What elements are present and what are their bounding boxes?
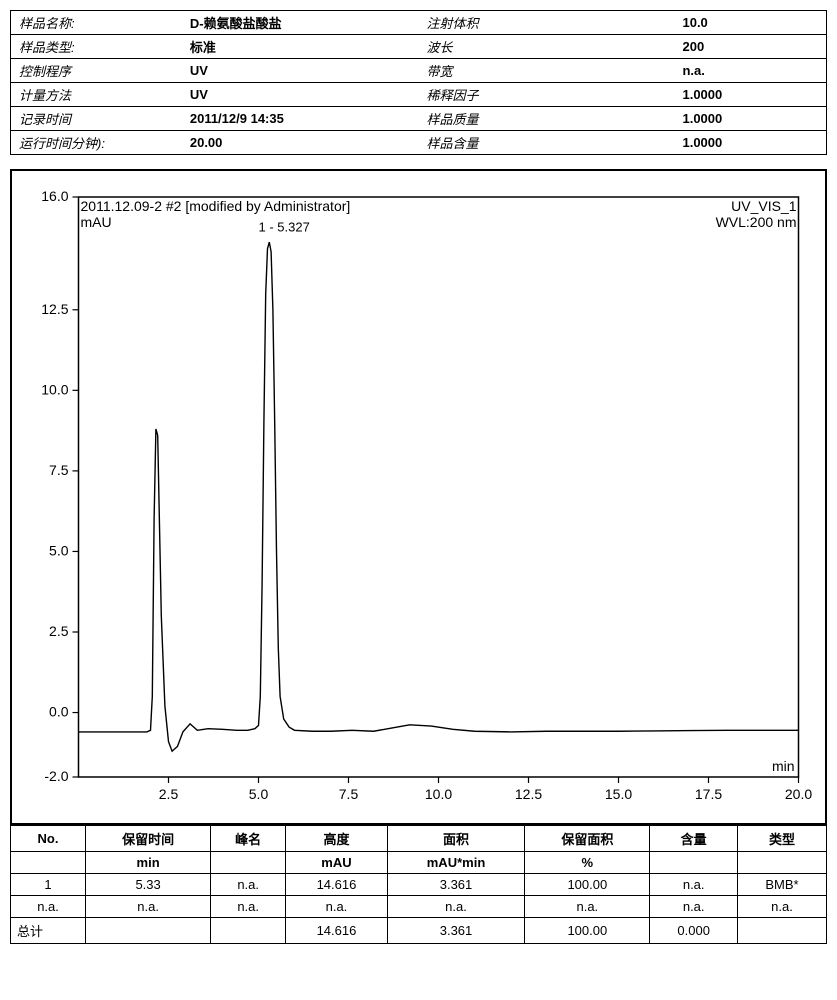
info-label: 稀释因子 xyxy=(418,83,622,107)
peaks-cell: n.a. xyxy=(211,896,286,918)
peaks-cell: BMB* xyxy=(738,874,827,896)
peaks-header: 高度 xyxy=(286,826,388,852)
peaks-total-cell xyxy=(211,918,286,944)
info-label: 样品含量 xyxy=(418,131,622,155)
wvl-label: WVL:200 nm xyxy=(716,214,797,230)
peaks-header: 保留面积 xyxy=(525,826,650,852)
info-value: n.a. xyxy=(622,59,826,83)
info-label: 样品名称: xyxy=(11,11,182,35)
peaks-cell: n.a. xyxy=(525,896,650,918)
info-value: D-赖氨酸盐酸盐 xyxy=(182,11,419,35)
info-label: 样品类型: xyxy=(11,35,182,59)
peaks-cell: 1 xyxy=(11,874,86,896)
peaks-total-cell xyxy=(738,918,827,944)
info-label: 波长 xyxy=(418,35,622,59)
info-label: 带宽 xyxy=(418,59,622,83)
chromatogram-trace xyxy=(79,242,799,751)
chart-title-right: UV_VIS_1 xyxy=(731,198,797,214)
info-value: UV xyxy=(182,83,419,107)
y-unit-label: mAU xyxy=(81,214,112,230)
peaks-header: 类型 xyxy=(738,826,827,852)
peaks-cell: 5.33 xyxy=(86,874,211,896)
info-label: 样品质量 xyxy=(418,107,622,131)
peaks-header: 面积 xyxy=(387,826,525,852)
peaks-cell: n.a. xyxy=(650,896,738,918)
peak-label: 1 - 5.327 xyxy=(259,220,310,235)
peaks-cell: n.a. xyxy=(86,896,211,918)
peaks-total-label: 总计 xyxy=(11,918,86,944)
x-tick-label: 5.0 xyxy=(249,786,269,802)
info-label: 记录时间 xyxy=(11,107,182,131)
info-value: 20.00 xyxy=(182,131,419,155)
peaks-cell: 100.00 xyxy=(525,874,650,896)
peaks-subheader xyxy=(11,852,86,874)
y-tick-label: 5.0 xyxy=(49,542,69,558)
peaks-subheader xyxy=(650,852,738,874)
info-value: 1.0000 xyxy=(622,107,826,131)
info-value: 200 xyxy=(622,35,826,59)
x-tick-label: 7.5 xyxy=(339,786,359,802)
info-value: 标准 xyxy=(182,35,419,59)
x-unit-label: min xyxy=(772,758,795,774)
x-tick-label: 20.0 xyxy=(785,786,812,802)
peaks-total-cell: 14.616 xyxy=(286,918,388,944)
peaks-cell: 14.616 xyxy=(286,874,388,896)
info-label: 运行时间分钟): xyxy=(11,131,182,155)
y-tick-label: 10.0 xyxy=(41,381,68,397)
peaks-subheader xyxy=(738,852,827,874)
y-tick-label: 12.5 xyxy=(41,301,68,317)
peaks-subheader: min xyxy=(86,852,211,874)
plot-border xyxy=(79,197,799,777)
peaks-cell: n.a. xyxy=(211,874,286,896)
info-label: 计量方法 xyxy=(11,83,182,107)
info-value: 10.0 xyxy=(622,11,826,35)
peaks-cell: 3.361 xyxy=(387,874,525,896)
peaks-header: 保留时间 xyxy=(86,826,211,852)
y-tick-label: 16.0 xyxy=(41,188,68,204)
peaks-header: No. xyxy=(11,826,86,852)
chromatogram-chart: -2.0 0.0 2.5 5.0 7.5 10.0 12.5 16.0 2.5 5.0 7.5 10.… xyxy=(18,177,819,817)
sample-info-table: 样品名称:D-赖氨酸盐酸盐注射体积10.0 样品类型:标准波长200 控制程序UV带… xyxy=(10,10,827,155)
info-label: 注射体积 xyxy=(418,11,622,35)
peaks-cell: n.a. xyxy=(738,896,827,918)
info-label: 控制程序 xyxy=(11,59,182,83)
x-tick-label: 15.0 xyxy=(605,786,632,802)
peaks-subheader: % xyxy=(525,852,650,874)
peaks-cell: n.a. xyxy=(387,896,525,918)
peaks-subheader xyxy=(211,852,286,874)
peaks-total-cell xyxy=(86,918,211,944)
x-tick-label: 12.5 xyxy=(515,786,542,802)
x-tick-label: 10.0 xyxy=(425,786,452,802)
peaks-total-cell: 0.000 xyxy=(650,918,738,944)
info-value: 1.0000 xyxy=(622,83,826,107)
peaks-header: 峰名 xyxy=(211,826,286,852)
y-tick-label: 0.0 xyxy=(49,704,69,720)
y-tick-label: -2.0 xyxy=(44,768,68,784)
peaks-cell: n.a. xyxy=(286,896,388,918)
peaks-subheader: mAU*min xyxy=(387,852,525,874)
info-value: UV xyxy=(182,59,419,83)
x-tick-label: 2.5 xyxy=(159,786,179,802)
x-tick-label: 17.5 xyxy=(695,786,722,802)
chart-title-left: 2011.12.09-2 #2 [modified by Administrat… xyxy=(81,198,351,214)
peaks-subheader: mAU xyxy=(286,852,388,874)
peaks-header: 含量 xyxy=(650,826,738,852)
chromatogram-panel: -2.0 0.0 2.5 5.0 7.5 10.0 12.5 16.0 2.5 5.0 7.5 10.… xyxy=(10,169,827,825)
info-value: 2011/12/9 14:35 xyxy=(182,107,419,131)
info-value: 1.0000 xyxy=(622,131,826,155)
peaks-table: No.保留时间峰名高度面积保留面积含量类型 min mAUmAU*min% 15.3… xyxy=(10,825,827,944)
peaks-total-cell: 3.361 xyxy=(387,918,525,944)
peaks-total-cell: 100.00 xyxy=(525,918,650,944)
y-tick-label: 7.5 xyxy=(49,462,69,478)
y-tick-label: 2.5 xyxy=(49,623,69,639)
peaks-cell: n.a. xyxy=(11,896,86,918)
peaks-cell: n.a. xyxy=(650,874,738,896)
